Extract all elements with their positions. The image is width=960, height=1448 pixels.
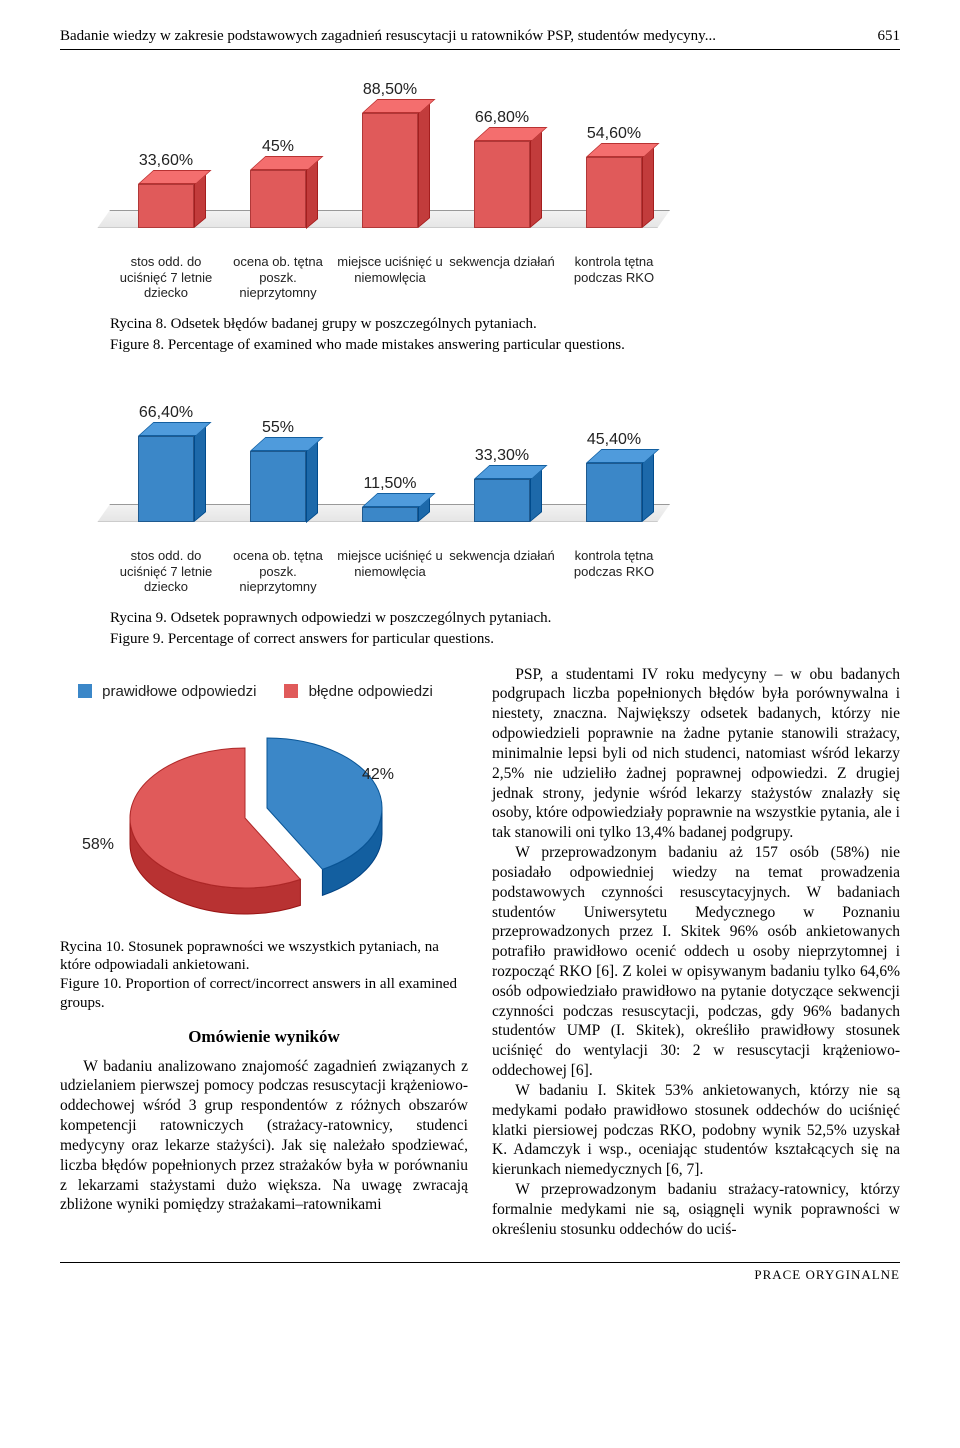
- bar-value-label: 88,50%: [350, 81, 430, 99]
- figure-10-pie: 42% 58%: [80, 708, 420, 928]
- figure-8-chart: 33,60% 45% 88,50% 66,80% 54,60% stos odd. do…: [110, 70, 670, 301]
- caption-en: Figure 9. Percentage of correct answers …: [110, 630, 900, 649]
- body-paragraph: W badaniu analizowano znajomość zagadnie…: [60, 1057, 468, 1216]
- axis-label: miejsce uciśnięć u niemowlęcia: [334, 548, 446, 595]
- running-title: Badanie wiedzy w zakresie podstawowych z…: [60, 28, 716, 45]
- paragraph: W przeprowadzonym badaniu strażacy-ratow…: [492, 1180, 900, 1239]
- axis-label: stos odd. do uciśnięć 7 letnie dziecko: [110, 548, 222, 595]
- bar-value-label: 55%: [238, 419, 318, 437]
- axis-label: ocena ob. tętna poszk. nieprzytomny: [222, 254, 334, 301]
- bar-value-label: 33,30%: [462, 447, 542, 465]
- pie-slice-label: 42%: [362, 766, 394, 784]
- axis-label: kontrola tętna podczas RKO: [558, 254, 670, 301]
- section-heading: Omówienie wyników: [60, 1027, 468, 1047]
- axis-label: sekwencja działań: [446, 254, 558, 301]
- page-number: 651: [878, 28, 901, 45]
- legend-swatch: [78, 684, 92, 698]
- caption-pl: Rycina 10. Stosunek poprawności we wszys…: [60, 938, 468, 976]
- legend-label: prawidłowe odpowiedzi: [102, 683, 256, 700]
- body-paragraphs-right: PSP, a studentami IV roku medycyny – w o…: [492, 665, 900, 1240]
- legend-item: błędne odpowiedzi: [284, 683, 432, 700]
- axis-label: kontrola tętna podczas RKO: [558, 548, 670, 595]
- paragraph: PSP, a studentami IV roku medycyny – w o…: [492, 665, 900, 843]
- pie-slice-label: 58%: [82, 836, 114, 854]
- figure-9-caption: Rycina 9. Odsetek poprawnych odpowiedzi …: [110, 609, 900, 649]
- bar-value-label: 66,40%: [126, 404, 206, 422]
- caption-en: Figure 10. Proportion of correct/incorre…: [60, 975, 468, 1013]
- figure-8-caption: Rycina 8. Odsetek błędów badanej grupy w…: [110, 315, 900, 355]
- running-header: Badanie wiedzy w zakresie podstawowych z…: [60, 28, 900, 50]
- bar-value-label: 11,50%: [350, 475, 430, 493]
- paragraph: W przeprowadzonym badaniu aż 157 osób (5…: [492, 843, 900, 1081]
- footer: PRACE ORYGINALNE: [60, 1262, 900, 1283]
- bar-value-label: 66,80%: [462, 109, 542, 127]
- axis-label: stos odd. do uciśnięć 7 letnie dziecko: [110, 254, 222, 301]
- caption-pl: Rycina 8. Odsetek błędów badanej grupy w…: [110, 315, 900, 334]
- bar-value-label: 45,40%: [574, 431, 654, 449]
- paragraph: W badaniu I. Skitek 53% ankietowanych, k…: [492, 1081, 900, 1180]
- legend-label: błędne odpowiedzi: [309, 683, 433, 700]
- bar-value-label: 54,60%: [574, 125, 654, 143]
- figure-10-caption: Rycina 10. Stosunek poprawności we wszys…: [60, 938, 468, 1013]
- axis-label: sekwencja działań: [446, 548, 558, 595]
- axis-label: ocena ob. tętna poszk. nieprzytomny: [222, 548, 334, 595]
- caption-en: Figure 8. Percentage of examined who mad…: [110, 336, 900, 355]
- legend-swatch: [284, 684, 298, 698]
- legend-item: prawidłowe odpowiedzi: [78, 683, 256, 700]
- paragraph: W badaniu analizowano znajomość zagadnie…: [60, 1057, 468, 1216]
- bar-value-label: 45%: [238, 138, 318, 156]
- axis-label: miejsce uciśnięć u niemowlęcia: [334, 254, 446, 301]
- bar-value-label: 33,60%: [126, 152, 206, 170]
- caption-pl: Rycina 9. Odsetek poprawnych odpowiedzi …: [110, 609, 900, 628]
- figure-9-chart: 66,40% 55% 11,50% 33,30% 45,40% stos odd. do…: [110, 364, 670, 595]
- pie-legend: prawidłowe odpowiedzi błędne odpowiedzi: [78, 683, 468, 700]
